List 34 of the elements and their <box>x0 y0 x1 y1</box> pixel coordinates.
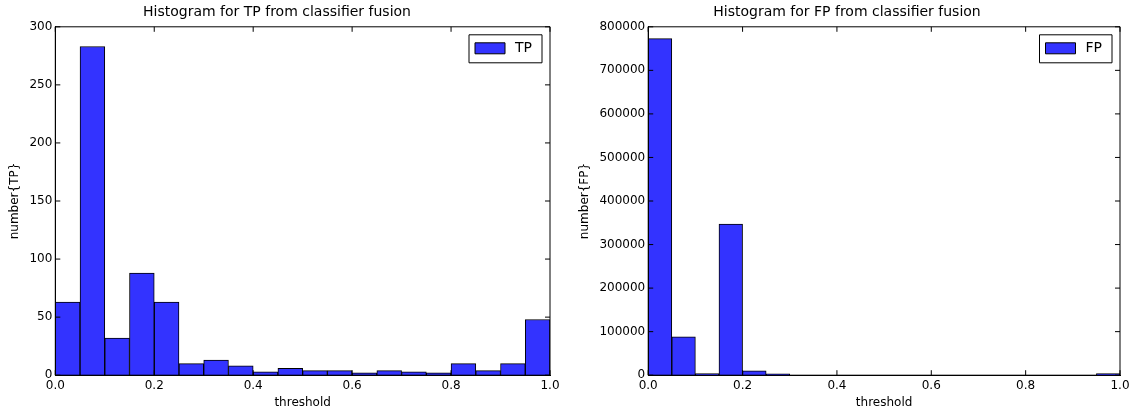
y-tick-label: 100 <box>29 251 53 266</box>
y-tick-label: 250 <box>29 76 53 91</box>
y-tick-label: 50 <box>37 309 53 324</box>
x-axis-title: threshold <box>855 394 913 409</box>
x-tick-label: 0.8 <box>441 377 461 392</box>
x-tick-label: 0.6 <box>921 377 941 392</box>
y-tick-label: 500000 <box>599 149 646 164</box>
y-tick-label: 600000 <box>599 106 646 121</box>
legend-label: TP <box>514 39 533 56</box>
x-tick-label: 0.0 <box>638 377 658 392</box>
y-tick-label: 300000 <box>599 236 646 251</box>
y-tick-label: 200 <box>29 135 53 150</box>
chart-title: Histogram for TP from classifier fusion <box>143 3 411 20</box>
y-axis-title: number{TP} <box>7 162 22 240</box>
x-tick-label: 0.4 <box>243 377 263 392</box>
y-tick-label: 400000 <box>599 193 646 208</box>
x-tick-label: 1.0 <box>540 377 560 392</box>
x-tick-label: 0.2 <box>144 377 164 392</box>
y-tick-label: 150 <box>29 193 53 208</box>
x-tick-label: 1.0 <box>1110 377 1130 392</box>
x-tick-label: 0.2 <box>733 377 753 392</box>
legend-label: FP <box>1085 39 1102 56</box>
y-tick-label: 200000 <box>599 280 646 295</box>
y-tick-label: 100000 <box>599 323 646 338</box>
x-tick-label: 0.4 <box>827 377 847 392</box>
y-tick-label: 300 <box>29 18 53 33</box>
y-tick-label: 800000 <box>599 18 646 33</box>
x-axis-title: threshold <box>274 394 331 409</box>
x-tick-label: 0.8 <box>1016 377 1036 392</box>
x-tick-label: 0.6 <box>342 377 362 392</box>
y-tick-label: 700000 <box>599 62 646 77</box>
chart-title: Histogram for FP from classifier fusion <box>713 3 981 20</box>
y-axis-title: number{FP} <box>577 162 592 240</box>
x-tick-label: 0.0 <box>45 377 65 392</box>
